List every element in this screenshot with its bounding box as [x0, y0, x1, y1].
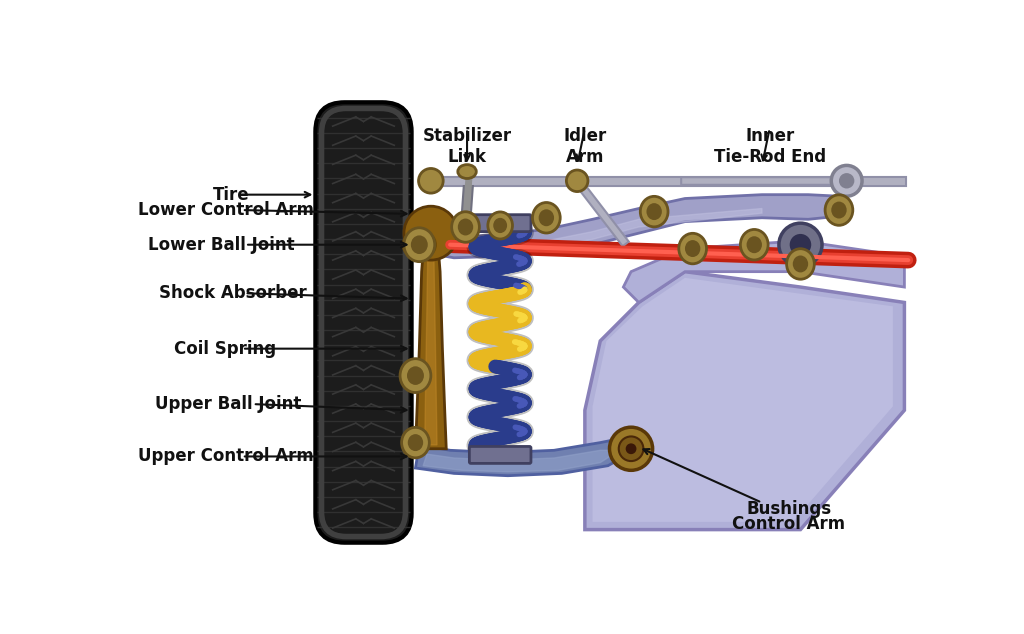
FancyBboxPatch shape: [469, 446, 531, 463]
Circle shape: [403, 206, 458, 260]
Circle shape: [831, 165, 862, 196]
Ellipse shape: [646, 203, 662, 220]
Text: Upper Control Arm: Upper Control Arm: [138, 448, 314, 465]
Circle shape: [566, 170, 588, 191]
Polygon shape: [423, 450, 620, 472]
Ellipse shape: [411, 235, 428, 254]
Ellipse shape: [831, 202, 847, 219]
Ellipse shape: [408, 434, 423, 451]
Ellipse shape: [532, 202, 560, 233]
Polygon shape: [416, 233, 446, 449]
Ellipse shape: [401, 427, 429, 458]
Circle shape: [626, 443, 637, 454]
Ellipse shape: [793, 256, 808, 273]
Polygon shape: [585, 271, 904, 529]
Text: Upper Ball Joint: Upper Ball Joint: [156, 395, 302, 413]
Ellipse shape: [685, 240, 700, 257]
Ellipse shape: [452, 212, 479, 242]
Circle shape: [618, 436, 643, 461]
Text: Tire: Tire: [213, 186, 250, 204]
FancyBboxPatch shape: [469, 215, 531, 231]
Ellipse shape: [640, 197, 668, 227]
Text: Idler
Arm: Idler Arm: [563, 127, 606, 165]
Ellipse shape: [539, 209, 554, 226]
Circle shape: [790, 234, 811, 256]
Ellipse shape: [746, 236, 762, 253]
Polygon shape: [412, 195, 839, 258]
Ellipse shape: [403, 231, 435, 259]
Text: Lower Control Arm: Lower Control Arm: [138, 201, 314, 219]
Circle shape: [419, 169, 443, 193]
Ellipse shape: [458, 219, 476, 233]
Ellipse shape: [494, 218, 507, 233]
Ellipse shape: [679, 233, 707, 264]
FancyBboxPatch shape: [315, 102, 412, 543]
Ellipse shape: [786, 249, 814, 279]
Circle shape: [609, 427, 652, 470]
Text: Coil Spring: Coil Spring: [174, 340, 276, 358]
Polygon shape: [425, 256, 437, 445]
Ellipse shape: [825, 195, 853, 225]
Text: Stabilizer
Link: Stabilizer Link: [423, 127, 512, 165]
Text: Lower Ball Joint: Lower Ball Joint: [147, 236, 294, 254]
Ellipse shape: [407, 366, 424, 385]
Ellipse shape: [400, 359, 431, 392]
Text: Bushings: Bushings: [746, 500, 831, 518]
Ellipse shape: [487, 212, 512, 239]
Polygon shape: [416, 437, 631, 476]
Ellipse shape: [403, 228, 435, 262]
Ellipse shape: [412, 238, 427, 252]
Circle shape: [779, 223, 822, 266]
Text: Control Arm: Control Arm: [732, 515, 846, 533]
Polygon shape: [624, 241, 904, 302]
Polygon shape: [416, 209, 762, 252]
Text: Inner
Tie-Rod End: Inner Tie-Rod End: [714, 127, 825, 165]
Circle shape: [839, 173, 854, 188]
Ellipse shape: [458, 165, 476, 179]
Text: Shock Absorber: Shock Absorber: [159, 284, 307, 302]
Ellipse shape: [740, 230, 768, 260]
Ellipse shape: [458, 219, 473, 235]
Polygon shape: [593, 278, 893, 522]
